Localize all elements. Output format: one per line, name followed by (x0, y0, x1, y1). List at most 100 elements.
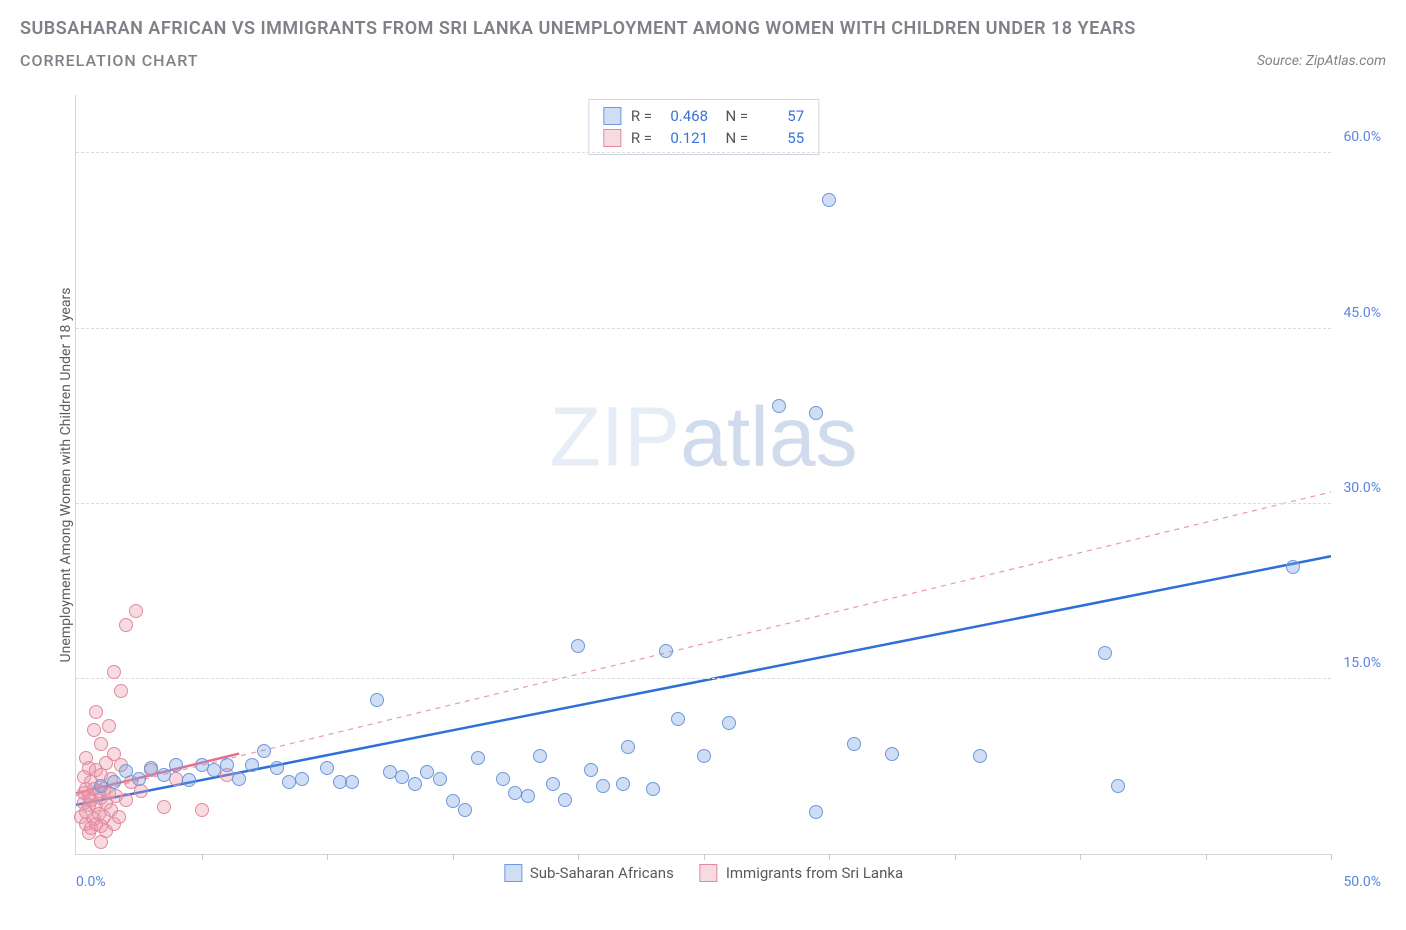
y-tick-label: 30.0% (1343, 480, 1381, 496)
scatter-point (1098, 646, 1112, 660)
stat-n-value-1: 55 (758, 127, 804, 149)
bottom-legend-item-1: Immigrants from Sri Lanka (700, 864, 903, 882)
scatter-point (446, 794, 460, 808)
trend-line (76, 556, 1331, 805)
scatter-point (102, 719, 116, 733)
scatter-point (232, 772, 246, 786)
bottom-legend-label-1: Immigrants from Sri Lanka (726, 864, 903, 882)
y-origin-label: 50.0% (1343, 874, 1381, 890)
scatter-point (822, 193, 836, 207)
scatter-point (94, 737, 108, 751)
scatter-point (458, 803, 472, 817)
chart-container: Unemployment Among Women with Children U… (20, 95, 1386, 910)
x-tick (453, 854, 454, 860)
scatter-point (558, 793, 572, 807)
scatter-point (646, 782, 660, 796)
scatter-point (521, 789, 535, 803)
scatter-point (616, 777, 630, 791)
stat-r-label: R = (631, 105, 652, 127)
x-tick (578, 854, 579, 860)
x-tick (1080, 854, 1081, 860)
chart-subtitle: CORRELATION CHART (20, 51, 199, 70)
scatter-point (195, 803, 209, 817)
bottom-legend-swatch-0 (504, 864, 522, 882)
legend-stats-box: R = 0.468 N = 57 R = 0.121 N = 55 (588, 99, 819, 155)
legend-swatch-pink (603, 129, 621, 147)
scatter-point (107, 775, 121, 789)
scatter-point (87, 723, 101, 737)
scatter-point (320, 761, 334, 775)
bottom-legend-label-0: Sub-Saharan Africans (530, 864, 674, 882)
scatter-point (596, 779, 610, 793)
x-tick (327, 854, 328, 860)
y-axis-label: Unemployment Among Women with Children U… (58, 287, 74, 662)
legend-stats-row-0: R = 0.468 N = 57 (603, 105, 804, 127)
scatter-point (697, 749, 711, 763)
scatter-point (621, 740, 635, 754)
scatter-point (571, 639, 585, 653)
scatter-point (533, 749, 547, 763)
x-tick (1331, 854, 1332, 860)
watermark-bold: ZIP (549, 389, 680, 483)
gridline-h (76, 678, 1331, 679)
scatter-point (157, 800, 171, 814)
bottom-legend-item-0: Sub-Saharan Africans (504, 864, 674, 882)
scatter-point (257, 744, 271, 758)
legend-stats-row-1: R = 0.121 N = 55 (603, 127, 804, 149)
scatter-point (471, 751, 485, 765)
scatter-point (671, 712, 685, 726)
scatter-point (220, 758, 234, 772)
scatter-point (245, 758, 259, 772)
bottom-legend: Sub-Saharan Africans Immigrants from Sri… (504, 864, 903, 882)
chart-source: Source: ZipAtlas.com (1257, 53, 1386, 69)
scatter-point (1286, 560, 1300, 574)
stat-r-label: R = (631, 127, 652, 149)
scatter-point (182, 773, 196, 787)
stat-n-value-0: 57 (758, 105, 804, 127)
gridline-h (76, 503, 1331, 504)
scatter-point (345, 775, 359, 789)
scatter-point (129, 604, 143, 618)
scatter-point (546, 777, 560, 791)
scatter-point (433, 772, 447, 786)
stat-r-value-0: 0.468 (662, 105, 708, 127)
scatter-point (847, 737, 861, 751)
stat-n-label: N = (718, 127, 748, 149)
y-tick-label: 60.0% (1343, 129, 1381, 145)
scatter-point (132, 772, 146, 786)
scatter-point (114, 684, 128, 698)
scatter-point (119, 793, 133, 807)
scatter-point (370, 693, 384, 707)
plot-area: Unemployment Among Women with Children U… (75, 95, 1331, 855)
legend-swatch-blue (603, 107, 621, 125)
scatter-point (408, 777, 422, 791)
x-origin-label: 0.0% (76, 874, 106, 890)
stat-r-value-1: 0.121 (662, 127, 708, 149)
scatter-point (809, 805, 823, 819)
scatter-point (295, 772, 309, 786)
y-tick-label: 45.0% (1343, 305, 1381, 321)
scatter-point (885, 747, 899, 761)
scatter-point (119, 618, 133, 632)
scatter-point (157, 768, 171, 782)
scatter-point (270, 761, 284, 775)
gridline-h (76, 328, 1331, 329)
chart-title: SUBSAHARAN AFRICAN VS IMMIGRANTS FROM SR… (20, 18, 1386, 39)
x-tick (955, 854, 956, 860)
scatter-point (1111, 779, 1125, 793)
bottom-legend-swatch-1 (700, 864, 718, 882)
scatter-point (973, 749, 987, 763)
y-tick-label: 15.0% (1343, 655, 1381, 671)
scatter-point (169, 758, 183, 772)
scatter-point (89, 705, 103, 719)
scatter-point (584, 763, 598, 777)
x-tick (202, 854, 203, 860)
scatter-point (772, 399, 786, 413)
header: SUBSAHARAN AFRICAN VS IMMIGRANTS FROM SR… (0, 0, 1406, 78)
x-tick (829, 854, 830, 860)
scatter-point (107, 665, 121, 679)
x-tick (1206, 854, 1207, 860)
scatter-point (496, 772, 510, 786)
scatter-point (722, 716, 736, 730)
stat-n-label: N = (718, 105, 748, 127)
